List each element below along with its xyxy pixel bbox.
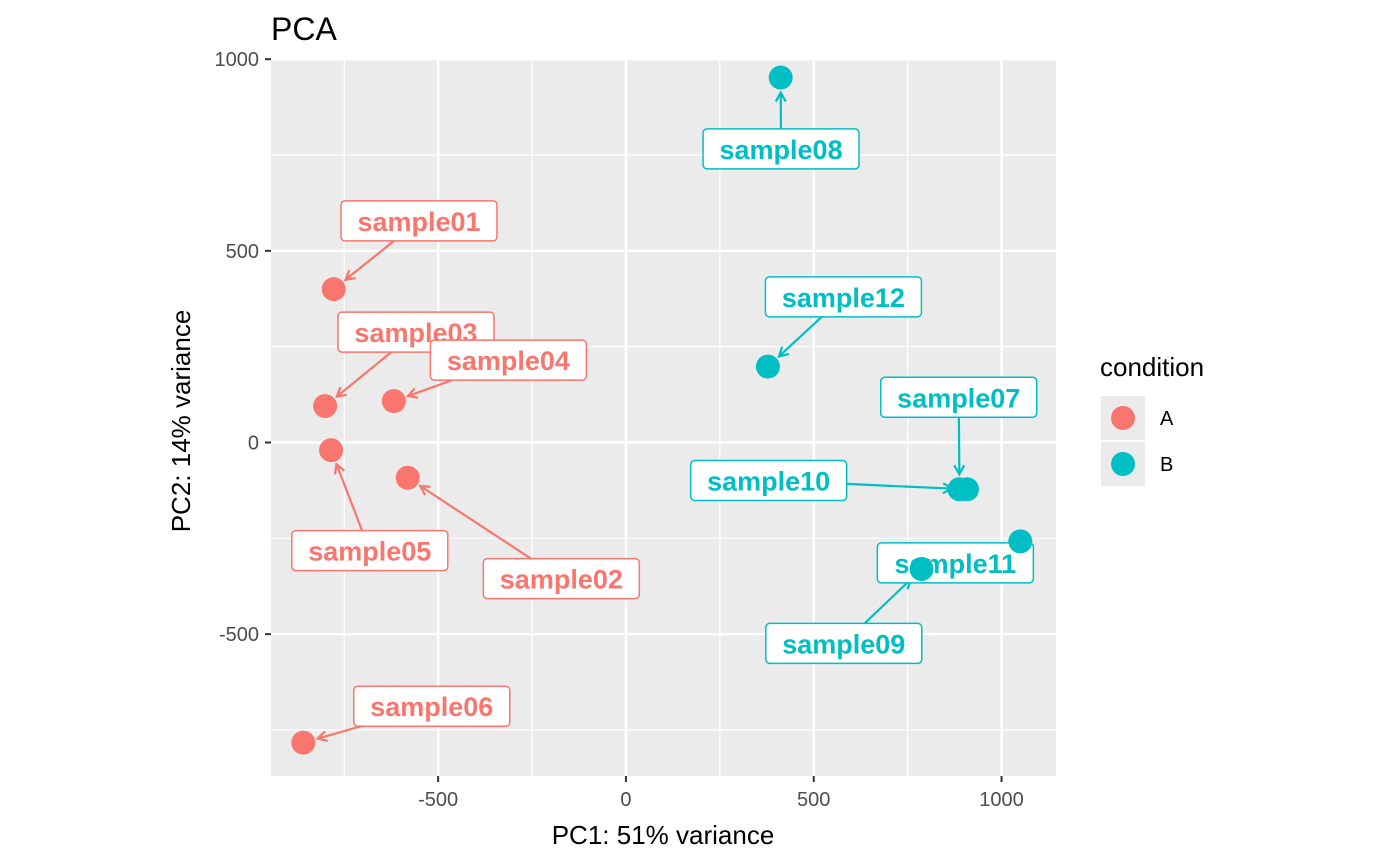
point-sample10 bbox=[954, 477, 979, 502]
label-text: sample10 bbox=[707, 466, 830, 496]
label-connector bbox=[336, 351, 393, 398]
label-box bbox=[689, 459, 848, 502]
y-tick-label: 0 bbox=[248, 432, 259, 454]
point-label-sample11: sample11 bbox=[876, 542, 1035, 584]
point-label-sample07: sample07 bbox=[879, 376, 1038, 477]
y-axis-title: PC2: 14% variance bbox=[166, 310, 196, 533]
label-text: sample01 bbox=[357, 207, 480, 237]
label-connector bbox=[335, 463, 364, 531]
point-sample01 bbox=[321, 277, 346, 302]
label-arrowhead bbox=[333, 462, 346, 475]
label-arrowhead bbox=[315, 730, 329, 742]
x-tick-label: 500 bbox=[797, 789, 830, 811]
legend-key-point bbox=[1111, 406, 1135, 430]
data-points bbox=[291, 65, 1033, 755]
point-sample09 bbox=[909, 556, 934, 581]
label-arrowhead bbox=[418, 484, 431, 496]
label-connector bbox=[317, 725, 362, 740]
point-sample05 bbox=[319, 438, 344, 463]
label-connector bbox=[778, 316, 823, 358]
label-arrowhead bbox=[777, 346, 790, 358]
label-text: sample06 bbox=[370, 692, 493, 722]
legend-title: condition bbox=[1100, 352, 1204, 382]
point-label-sample04: sample04 bbox=[405, 339, 588, 399]
label-text: sample05 bbox=[308, 537, 431, 567]
legend: condition A B bbox=[1100, 352, 1204, 486]
label-arrowhead bbox=[334, 386, 348, 399]
label-connector bbox=[846, 482, 953, 490]
legend-item-B: B bbox=[1101, 442, 1173, 486]
point-sample11 bbox=[1008, 529, 1033, 554]
label-box bbox=[291, 529, 449, 572]
label-box bbox=[353, 685, 511, 727]
axes: -500 0 500 1000 -500 0 500 1000 bbox=[215, 49, 1024, 811]
point-label-sample12: sample12 bbox=[764, 276, 923, 358]
label-text: sample09 bbox=[782, 629, 905, 659]
legend-key-point bbox=[1111, 452, 1135, 476]
point-label-sample08: sample08 bbox=[702, 90, 860, 170]
point-label-sample01: sample01 bbox=[340, 200, 498, 282]
legend-label: B bbox=[1160, 454, 1173, 476]
label-arrowhead bbox=[343, 269, 356, 282]
label-arrowhead bbox=[405, 387, 419, 399]
label-box bbox=[765, 622, 923, 665]
y-tick-label: -500 bbox=[219, 624, 259, 646]
x-axis-title: PC1: 51% variance bbox=[552, 820, 775, 850]
x-tick-label: 1000 bbox=[979, 789, 1024, 811]
x-tick-label: 0 bbox=[620, 789, 631, 811]
label-text: sample12 bbox=[782, 283, 905, 313]
label-connector bbox=[419, 485, 532, 560]
label-box bbox=[340, 200, 498, 242]
label-arrowhead bbox=[953, 464, 966, 477]
legend-label: A bbox=[1160, 408, 1174, 430]
label-box bbox=[702, 128, 860, 170]
point-label-sample05: sample05 bbox=[291, 462, 449, 572]
point-sample08 bbox=[768, 65, 793, 90]
point-sample03 bbox=[313, 394, 338, 419]
point-label-sample02: sample02 bbox=[418, 484, 641, 600]
label-text: sample04 bbox=[447, 346, 570, 376]
legend-item-A: A bbox=[1101, 396, 1174, 440]
y-tick-label: 1000 bbox=[215, 49, 260, 71]
label-text: sample02 bbox=[500, 565, 623, 595]
point-label-sample06: sample06 bbox=[315, 685, 511, 742]
point-sample06 bbox=[291, 730, 316, 755]
label-box bbox=[879, 376, 1038, 419]
point-labels: sample01sample02sample03sample04sample05… bbox=[291, 90, 1038, 742]
label-box bbox=[482, 557, 641, 600]
label-text: sample07 bbox=[897, 383, 1020, 413]
label-arrowhead bbox=[774, 90, 787, 103]
label-text: sample08 bbox=[720, 135, 843, 165]
x-tick-label: -500 bbox=[418, 789, 458, 811]
point-sample02 bbox=[395, 465, 420, 490]
label-box bbox=[429, 339, 588, 381]
label-box bbox=[764, 276, 923, 318]
point-sample12 bbox=[755, 354, 780, 379]
chart-title: PCA bbox=[271, 11, 337, 47]
label-connector bbox=[407, 379, 453, 398]
label-connector bbox=[344, 240, 395, 281]
label-connector bbox=[863, 578, 912, 625]
y-tick-label: 500 bbox=[226, 241, 259, 263]
point-label-sample10: sample10 bbox=[689, 459, 955, 502]
point-sample04 bbox=[381, 389, 406, 414]
